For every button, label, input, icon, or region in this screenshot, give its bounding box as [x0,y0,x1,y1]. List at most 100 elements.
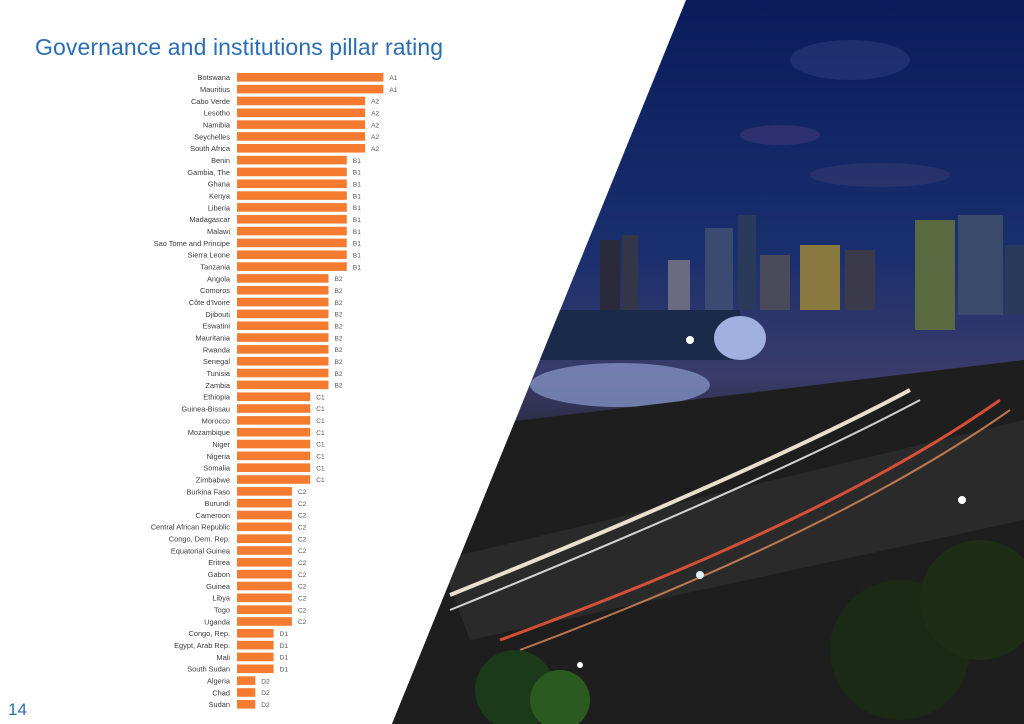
bar [237,345,329,354]
bar [237,487,292,496]
category-label: Côte d'Ivoire [189,298,230,307]
rating-label: C1 [316,418,325,425]
bar [237,605,292,614]
rating-label: D1 [280,643,289,650]
category-label: Ghana [208,180,231,189]
bar [237,581,292,591]
rating-label: B1 [353,193,361,200]
rating-label: B2 [335,371,343,378]
bar [237,522,292,532]
bar [237,84,384,94]
bar [237,427,311,437]
bar [237,498,292,508]
category-label: Seychelles [194,132,230,141]
bar [237,463,311,472]
rating-label: B2 [335,276,343,283]
rating-label: C1 [316,430,325,437]
rating-label: D1 [280,655,289,662]
bar [237,475,311,484]
bar [237,132,366,141]
rating-label: C2 [298,596,307,603]
category-label: Burkina Faso [186,487,230,496]
bar [237,155,347,165]
category-label: Cabo Verde [191,97,230,106]
category-label: Algeria [207,677,231,686]
bar [237,368,329,378]
bar [237,226,347,236]
rating-label: A2 [371,99,379,106]
category-label: Zimbabwe [196,475,230,484]
category-label: Rwanda [203,345,231,354]
rating-label: A2 [371,134,379,141]
bar [237,203,347,212]
category-label: Benin [211,156,230,165]
bar [237,250,347,260]
bar [237,451,311,461]
bar [237,676,256,685]
rating-label: C2 [298,548,307,555]
rating-label: B1 [353,241,361,248]
bar [237,688,256,697]
bar [237,333,329,342]
category-label: Mozambique [188,428,230,437]
bar [237,664,274,674]
rating-label: A2 [371,110,379,117]
rating-label: B1 [353,252,361,259]
category-label: Liberia [208,203,231,212]
rating-label: D2 [261,690,270,697]
bar [237,392,311,402]
rating-label: B2 [335,347,343,354]
rating-label: D2 [261,678,270,685]
bar [237,285,329,295]
bar [237,167,347,177]
category-label: Togo [214,606,230,615]
category-label: Ethiopia [203,393,231,402]
bar [237,191,347,200]
category-label: Morocco [202,416,230,425]
bar [237,510,292,520]
category-label: Mali [216,653,230,662]
bar [237,558,292,567]
category-label: Tanzania [200,262,230,271]
category-label: Eritrea [208,558,231,567]
rating-label: B1 [353,205,361,212]
rating-label: A2 [371,146,379,153]
rating-label: B1 [353,229,361,236]
category-label: South Africa [190,144,231,153]
bar [237,629,274,638]
category-label: Guinea [206,582,231,591]
rating-label: C1 [316,394,325,401]
category-label: Congo, Rep. [189,629,231,638]
category-label: Uganda [204,617,231,626]
rating-label: B1 [353,181,361,188]
bar [237,380,329,390]
rating-label: C1 [316,406,325,413]
category-label: Comoros [200,286,230,295]
rating-label: D1 [280,631,289,638]
bar [237,214,347,224]
category-label: Sudan [209,700,230,709]
bar [237,699,256,709]
rating-label: B1 [353,170,361,177]
rating-label: C2 [298,513,307,520]
category-label: Angola [207,274,231,283]
rating-label: C2 [298,584,307,591]
page-number: 14 [8,700,27,719]
category-label: Namibia [203,121,231,130]
bar [237,96,366,106]
rating-label: B1 [353,158,361,165]
bar [237,652,274,662]
rating-label: B2 [335,312,343,319]
category-label: Sao Tome and Principe [154,239,230,248]
category-label: Djibouti [205,310,230,319]
rating-label: C1 [316,454,325,461]
rating-label: B2 [335,288,343,295]
category-label: Niger [212,440,230,449]
bar [237,274,329,283]
rating-label: C2 [298,572,307,579]
bar [237,238,347,248]
rating-label: C2 [298,607,307,614]
rating-label: A1 [389,75,397,82]
bar [237,439,311,449]
